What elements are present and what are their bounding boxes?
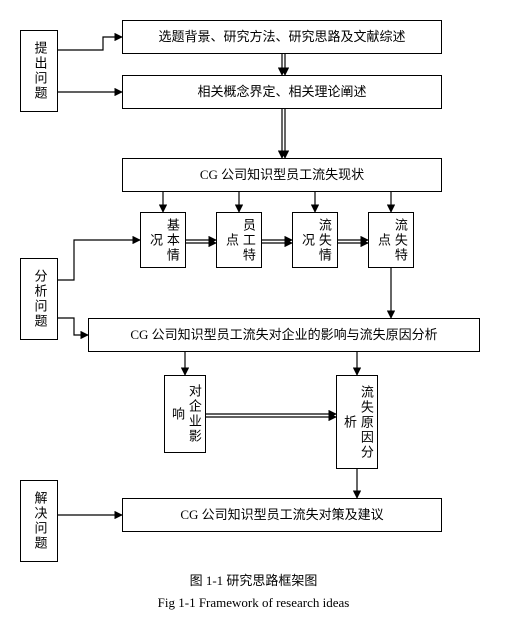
node-left1: 提出问题	[20, 30, 58, 112]
node-solution: CG 公司知识型员工流失对策及建议	[122, 498, 442, 532]
node-label: 基本情况	[146, 215, 180, 265]
node-sub3: 流失情况	[292, 212, 338, 268]
node-label: 对企业影响	[168, 378, 202, 450]
edge	[58, 318, 88, 335]
node-status: CG 公司知识型员工流失现状	[122, 158, 442, 192]
node-label: 流失原因分析	[340, 378, 374, 466]
node-label: 相关概念界定、相关理论阐述	[197, 84, 366, 101]
node-impact2: 流失原因分析	[336, 375, 378, 469]
node-left2: 分析问题	[20, 258, 58, 340]
node-sub2: 员工特点	[216, 212, 262, 268]
node-label: CG 公司知识型员工流失现状	[200, 167, 364, 184]
node-impact: CG 公司知识型员工流失对企业的影响与流失原因分析	[88, 318, 480, 352]
edge	[58, 240, 140, 280]
node-top2: 相关概念界定、相关理论阐述	[122, 75, 442, 109]
node-label: CG 公司知识型员工流失对企业的影响与流失原因分析	[130, 327, 437, 344]
node-label: 选题背景、研究方法、研究思路及文献综述	[158, 29, 405, 46]
node-sub1: 基本情况	[140, 212, 186, 268]
node-label: 流失特点	[374, 215, 408, 265]
caption-en: Fig 1-1 Framework of research ideas	[0, 595, 507, 611]
node-left3: 解决问题	[20, 480, 58, 562]
node-top1: 选题背景、研究方法、研究思路及文献综述	[122, 20, 442, 54]
node-label: 提出问题	[31, 41, 48, 101]
node-label: CG 公司知识型员工流失对策及建议	[180, 507, 383, 524]
node-label: 分析问题	[31, 269, 48, 329]
node-label: 员工特点	[222, 215, 256, 265]
node-sub4: 流失特点	[368, 212, 414, 268]
caption-cn: 图 1-1 研究思路框架图	[0, 570, 507, 589]
node-impact1: 对企业影响	[164, 375, 206, 453]
node-label: 流失情况	[298, 215, 332, 265]
node-label: 解决问题	[31, 491, 48, 551]
edge	[58, 37, 122, 50]
